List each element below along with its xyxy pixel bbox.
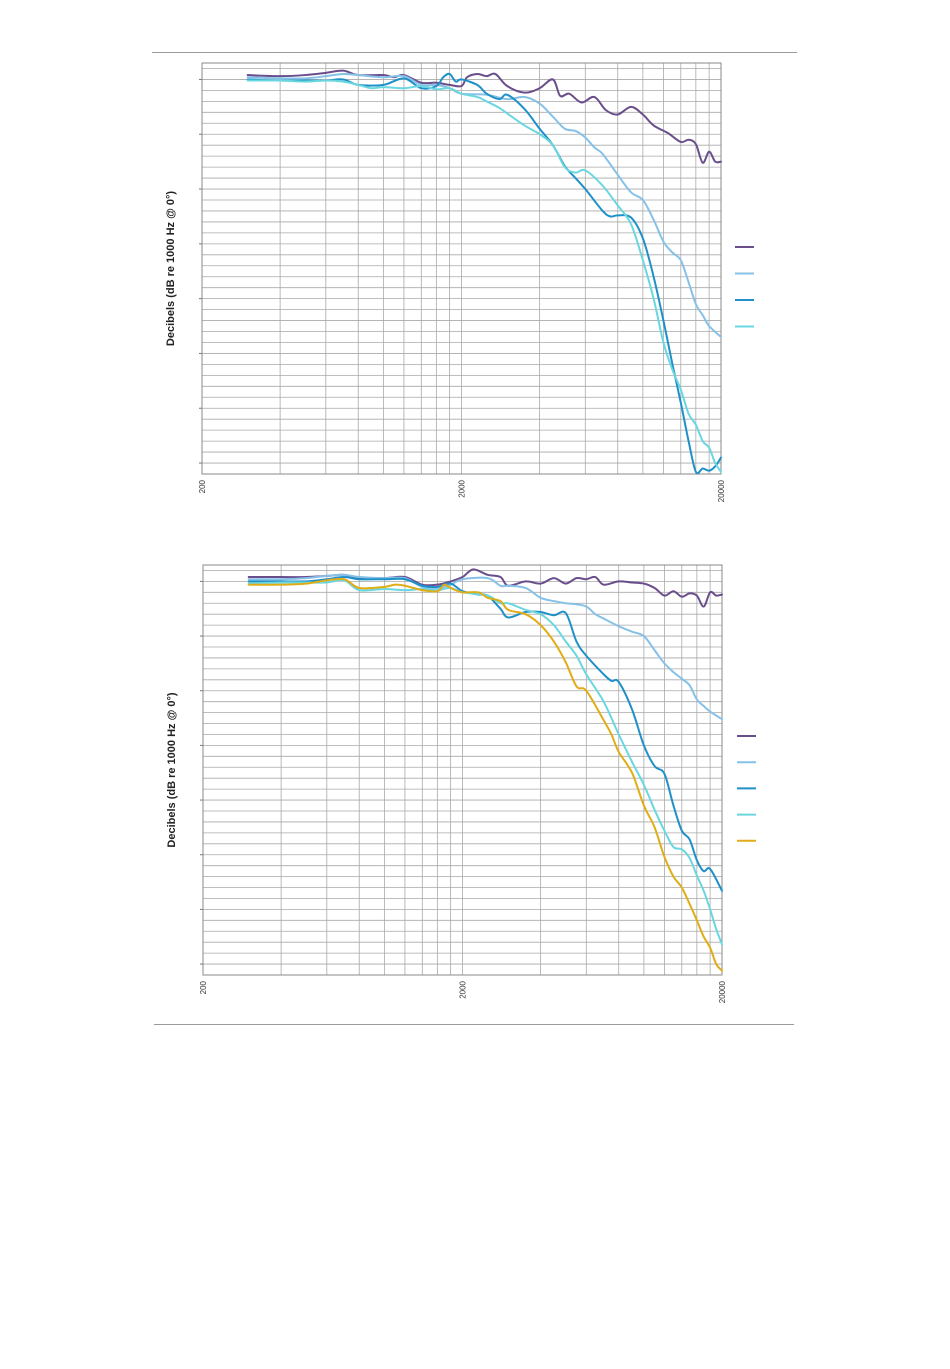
series-line-2 <box>246 72 722 338</box>
x-tick-label: 2000 <box>459 980 468 998</box>
top-rule <box>152 52 797 53</box>
x-tick-label: 200 <box>198 479 207 493</box>
x-tick-label: 20000 <box>717 479 726 502</box>
x-tick-label: 2000 <box>458 479 467 497</box>
series-line-3 <box>247 576 723 892</box>
series-line-1 <box>247 568 723 608</box>
series-line-5 <box>247 577 723 972</box>
grid <box>199 63 721 475</box>
series-line-3 <box>246 72 722 475</box>
plot-frame <box>201 62 722 475</box>
grid <box>200 565 722 976</box>
x-tick-label: 20000 <box>718 980 727 1003</box>
series-line-4 <box>247 579 723 946</box>
y-axis-label: Decibels (dB re 1000 Hz @ 0°) <box>166 692 178 847</box>
x-tick-label: 200 <box>199 980 208 994</box>
bottom-rule <box>154 1024 794 1025</box>
y-axis-label: Decibels (dB re 1000 Hz @ 0°) <box>165 191 177 346</box>
plot-frame <box>202 564 723 976</box>
series-line-2 <box>247 573 723 721</box>
series-line-1 <box>246 69 722 164</box>
series-line-4 <box>246 79 722 473</box>
